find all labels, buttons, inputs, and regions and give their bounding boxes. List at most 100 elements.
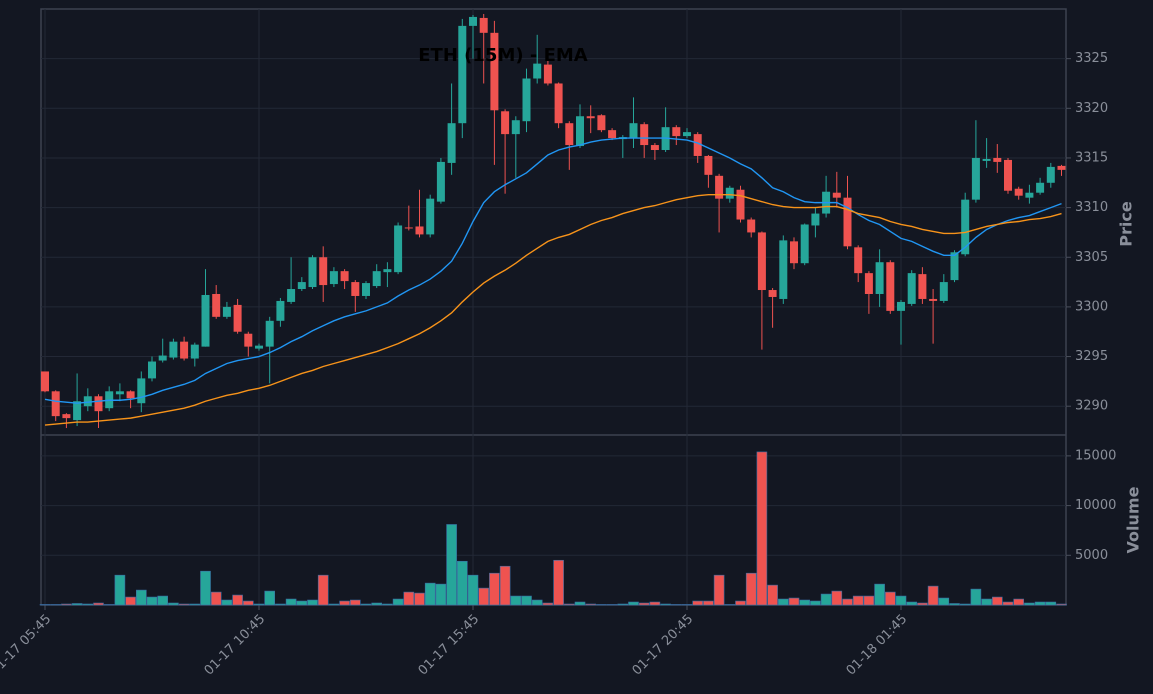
candle-body	[137, 378, 146, 404]
volume-bar	[456, 560, 468, 606]
volume-bar	[296, 600, 308, 606]
candle-body	[383, 269, 392, 273]
candle-body	[950, 252, 959, 281]
candle-body	[608, 130, 617, 139]
candle-body	[543, 64, 552, 84]
candle-body	[41, 371, 49, 392]
volume-bar	[253, 603, 265, 606]
volume-bar	[767, 584, 778, 606]
candle-body	[875, 262, 884, 294]
volume-bar	[510, 595, 522, 606]
ema-line	[44, 193, 1062, 426]
grid	[41, 9, 1071, 610]
y-tick-label: 3290	[1075, 399, 1108, 414]
candle-body	[554, 83, 563, 124]
volume-bar	[328, 603, 340, 606]
candle-body	[993, 157, 1002, 162]
candle-body	[565, 123, 574, 146]
y-tick-label: 3325	[1075, 51, 1108, 66]
candle-body	[843, 197, 852, 247]
candle-body	[212, 293, 221, 317]
candle-body	[1025, 192, 1034, 198]
candle-body	[576, 116, 584, 147]
candle-body	[201, 294, 210, 347]
candle-body	[351, 282, 360, 296]
volume-bar	[146, 596, 158, 606]
volume-bar	[981, 598, 992, 606]
volume-bar	[585, 603, 597, 606]
candle-body	[832, 192, 841, 198]
candle-body	[308, 257, 317, 288]
volume-bar	[168, 602, 179, 606]
volume-bar	[349, 599, 361, 606]
candle-body	[886, 262, 895, 311]
candle-body	[51, 391, 60, 417]
candle-body	[276, 300, 285, 321]
candle-body	[94, 396, 103, 412]
candle-body	[918, 274, 927, 299]
volume-bar	[371, 602, 383, 606]
candle-body	[715, 175, 724, 199]
candle-body	[1046, 166, 1055, 183]
x-tick-label: 01-18 01:45	[844, 612, 911, 679]
volume-bar	[949, 603, 960, 606]
candle-body	[897, 301, 905, 311]
candle-body	[447, 123, 456, 163]
volume-bar	[895, 595, 907, 606]
candle-body	[158, 355, 167, 361]
volume-bar	[1045, 601, 1057, 606]
candle-body	[501, 111, 510, 135]
candle-body	[469, 16, 477, 26]
candle-body	[522, 78, 531, 122]
candle-body	[169, 341, 178, 358]
volume-bar	[243, 600, 254, 606]
volume-tick-label: 10000	[1075, 498, 1116, 513]
candle-body	[233, 304, 242, 332]
volume-bar	[713, 574, 725, 606]
candle-body	[490, 32, 499, 111]
candle-body	[1036, 182, 1045, 193]
volume-bar	[617, 603, 629, 606]
x-tick-label: 01-17 15:45	[416, 612, 483, 679]
volume-bar	[810, 600, 821, 606]
candle-body	[757, 232, 766, 291]
candle-body	[1004, 159, 1012, 191]
volume-bar	[799, 599, 811, 606]
y-tick-label: 3295	[1075, 349, 1108, 364]
volume-bar	[660, 603, 671, 606]
volume-bar	[1024, 602, 1035, 606]
candle-body	[672, 127, 681, 137]
candle-body	[747, 219, 756, 233]
volume-bar	[553, 559, 564, 606]
candle-body	[864, 273, 873, 294]
candle-body	[287, 289, 296, 302]
volume-bar	[392, 598, 404, 606]
volume-bar	[467, 574, 479, 606]
volume-bar	[542, 602, 554, 606]
volume-bar	[531, 599, 543, 606]
candle-body	[73, 401, 82, 421]
volume-bar	[435, 583, 447, 606]
candle-body	[854, 247, 863, 274]
candle-body	[415, 226, 424, 235]
volume-bar	[649, 601, 661, 606]
candle-body	[426, 198, 435, 235]
volume-bar	[938, 597, 950, 606]
volume-bar	[307, 599, 318, 606]
volume-bar	[884, 591, 896, 606]
candle-body	[650, 145, 659, 151]
volume-bar	[563, 603, 575, 606]
volume-bar	[489, 572, 500, 606]
volume-bar	[1002, 601, 1014, 606]
volume-bar	[339, 600, 350, 606]
volume-bar	[852, 595, 864, 606]
volume-bar	[136, 589, 147, 606]
candle-body	[115, 391, 124, 395]
ema-line	[44, 137, 1062, 404]
candle-body	[511, 120, 520, 135]
volume-bar	[777, 598, 789, 606]
candle-body	[629, 123, 638, 139]
volume-bar	[424, 582, 436, 606]
candle-body	[597, 115, 606, 131]
volume-bar	[1013, 598, 1025, 606]
